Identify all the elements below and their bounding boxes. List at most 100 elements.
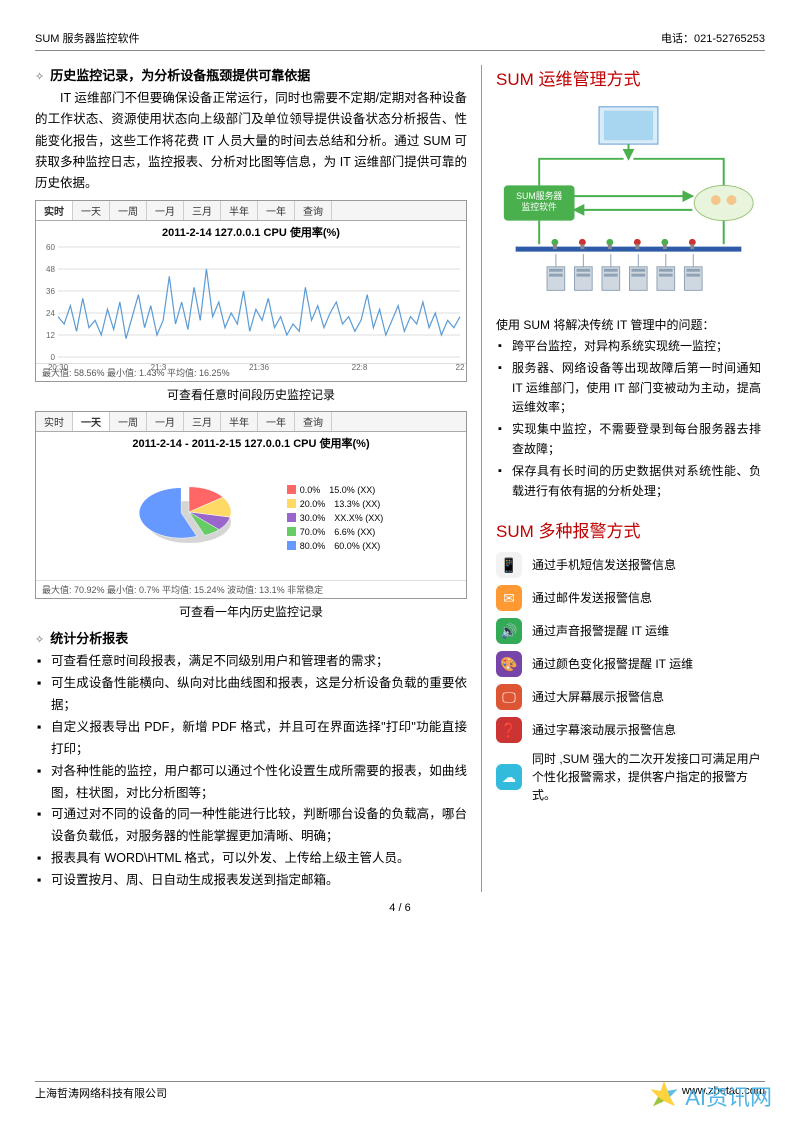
tab-一周[interactable]: 一周 <box>110 201 147 220</box>
svg-text:21:3: 21:3 <box>151 363 167 372</box>
tab-实时[interactable]: 实时 <box>36 412 73 431</box>
stat-item: 可设置按月、周、日自动生成报表发送到指定邮箱。 <box>35 870 467 892</box>
tab-三月[interactable]: 三月 <box>184 412 221 431</box>
section1-title: 历史监控记录，为分析设备瓶颈提供可靠依据 <box>50 65 310 84</box>
stat-list: 可查看任意时间段报表，满足不同级别用户和管理者的需求；可生成设备性能横向、纵向对… <box>35 651 467 892</box>
line-chart-box: 实时一天一周一月三月半年一年查询 2011-2-14 127.0.0.1 CPU… <box>35 200 467 382</box>
alarm-icon: ✉ <box>496 585 522 611</box>
line-chart-caption: 可查看任意时间段历史监控记录 <box>35 386 467 403</box>
alarm-icon: 🎨 <box>496 651 522 677</box>
problem-item: 跨平台监控，对异构系统实现统一监控； <box>498 337 761 357</box>
tab-查询[interactable]: 查询 <box>295 412 332 431</box>
watermark: AI资讯网 <box>647 1079 772 1113</box>
alarm-item: ❓ 通过字幕滚动展示报警信息 <box>496 717 761 743</box>
svg-text:12: 12 <box>46 331 55 340</box>
problem-item: 服务器、网络设备等出现故障后第一时间通知 IT 运维部门，使用 IT 部门变被动… <box>498 359 761 418</box>
svg-text:SUM服务器监控软件: SUM服务器监控软件 <box>516 190 562 212</box>
watermark-text: AI资讯网 <box>685 1080 772 1112</box>
alarm-item: ☁ 同时 ,SUM 强大的二次开发接口可满足用户个性化报警需求，提供客户指定的报警… <box>496 750 761 804</box>
alarm-text: 通过颜色变化报警提醒 IT 运维 <box>532 655 761 673</box>
architecture-diagram: SUM服务器监控软件 <box>496 100 761 305</box>
pie-chart-footer: 最大值: 70.92% 最小值: 0.7% 平均值: 15.24% 波动值: 1… <box>36 580 466 598</box>
tab-实时[interactable]: 实时 <box>36 201 73 220</box>
svg-text:48: 48 <box>46 265 55 274</box>
tab-一天[interactable]: 一天 <box>73 201 110 220</box>
watermark-icon <box>647 1079 681 1113</box>
alarm-item: 🖵 通过大屏幕展示报警信息 <box>496 684 761 710</box>
tab-半年[interactable]: 半年 <box>221 201 258 220</box>
tab-半年[interactable]: 半年 <box>221 412 258 431</box>
left-column: ✧ 历史监控记录，为分析设备瓶颈提供可靠依据 IT 运维部门不但要确保设备正常运… <box>35 65 467 892</box>
diamond-icon: ✧ <box>35 70 44 83</box>
section2-heading: ✧ 统计分析报表 <box>35 628 467 647</box>
header-left: SUM 服务器监控软件 <box>35 30 140 46</box>
alarm-item: 🔊 通过声音报警提醒 IT 运维 <box>496 618 761 644</box>
alarm-item: ✉通过邮件发送报警信息 <box>496 585 761 611</box>
stat-item: 报表具有 WORD\HTML 格式，可以外发、上传给上级主管人员。 <box>35 848 467 870</box>
diamond-icon: ✧ <box>35 633 44 646</box>
page-number: 4 / 6 <box>35 902 765 914</box>
legend-item: 20.0% 13.3% (XX) <box>287 497 384 510</box>
problem-list: 跨平台监控，对异构系统实现统一监控；服务器、网络设备等出现故障后第一时间通知 I… <box>496 337 761 501</box>
alarm-icon: ❓ <box>496 717 522 743</box>
pie-chart-box: 实时一天一周一月三月半年一年查询 2011-2-14 - 2011-2-15 1… <box>35 411 467 599</box>
alarm-icon: 🖵 <box>496 684 522 710</box>
stat-item: 自定义报表导出 PDF，新增 PDF 格式，并且可在界面选择"打印"功能直接打印… <box>35 717 467 761</box>
pie-legend: 0.0% 15.0% (XX)20.0% 13.3% (XX)30.0% XX.… <box>287 482 384 553</box>
svg-text:60: 60 <box>46 243 55 252</box>
stat-item: 可通过对不同的设备的同一种性能进行比较，判断哪台设备的负载高，哪台设备负载低，对… <box>35 804 467 848</box>
line-chart-title: 2011-2-14 127.0.0.1 CPU 使用率(%) <box>36 221 466 243</box>
alarm-icon: 📱 <box>496 552 522 578</box>
legend-item: 0.0% 15.0% (XX) <box>287 483 384 496</box>
alarm-text: 通过字幕滚动展示报警信息 <box>532 721 761 739</box>
tab-一年[interactable]: 一年 <box>258 201 295 220</box>
stat-item: 可生成设备性能横向、纵向对比曲线图和报表，这是分析设备负载的重要依据； <box>35 673 467 717</box>
stat-item: 对各种性能的监控，用户都可以通过个性化设置生成所需要的报表，如曲线图，柱状图，对… <box>35 761 467 805</box>
right-column: SUM 运维管理方式 SUM服务器监控软件 <box>481 65 761 892</box>
tab-一月[interactable]: 一月 <box>147 201 184 220</box>
chart1-tabs[interactable]: 实时一天一周一月三月半年一年查询 <box>36 201 466 221</box>
stat-item: 可查看任意时间段报表，满足不同级别用户和管理者的需求； <box>35 651 467 673</box>
header-right: 电话：021-52765253 <box>661 30 765 46</box>
tab-一天[interactable]: 一天 <box>73 412 110 431</box>
footer-left: 上海哲涛网络科技有限公司 <box>35 1085 167 1101</box>
alarm-text: 通过声音报警提醒 IT 运维 <box>532 622 761 640</box>
svg-text:20:30: 20:30 <box>48 363 69 372</box>
alarm-text: 通过手机短信发送报警信息 <box>532 556 761 574</box>
page-header: SUM 服务器监控软件 电话：021-52765253 <box>35 30 765 51</box>
alarm-text: 通过大屏幕展示报警信息 <box>532 688 761 706</box>
section1-para: IT 运维部门不但要确保设备正常运行，同时也需要不定期/定期对各种设备的工作状态… <box>35 88 467 194</box>
svg-text:22:8: 22:8 <box>352 363 368 372</box>
alarm-item: 🎨 通过颜色变化报警提醒 IT 运维 <box>496 651 761 677</box>
section1-heading: ✧ 历史监控记录，为分析设备瓶颈提供可靠依据 <box>35 65 467 84</box>
pie-chart-title: 2011-2-14 - 2011-2-15 127.0.0.1 CPU 使用率(… <box>36 432 466 454</box>
pie-chart <box>119 462 269 572</box>
problem-item: 保存具有长时间的历史数据供对系统性能、负载进行有依有据的分析处理； <box>498 462 761 502</box>
alarm-list: 📱 通过手机短信发送报警信息 ✉通过邮件发送报警信息 🔊 通过声音报警提醒 IT 运维 🎨… <box>496 552 761 804</box>
svg-text:21:36: 21:36 <box>249 363 270 372</box>
svg-text:0: 0 <box>51 353 56 362</box>
alarm-icon: 🔊 <box>496 618 522 644</box>
alarm-text: 同时 ,SUM 强大的二次开发接口可满足用户个性化报警需求，提供客户指定的报警方… <box>532 750 761 804</box>
alarm-icon: ☁ <box>496 764 522 790</box>
tab-一周[interactable]: 一周 <box>110 412 147 431</box>
tab-一月[interactable]: 一月 <box>147 412 184 431</box>
tab-三月[interactable]: 三月 <box>184 201 221 220</box>
right-heading-2: SUM 多种报警方式 <box>496 517 761 542</box>
legend-item: 30.0% XX.X% (XX) <box>287 511 384 524</box>
legend-item: 70.0% 6.6% (XX) <box>287 525 384 538</box>
svg-text:36: 36 <box>46 287 55 296</box>
tab-查询[interactable]: 查询 <box>295 201 332 220</box>
svg-text:24: 24 <box>46 309 55 318</box>
right-intro: 使用 SUM 将解决传统 IT 管理中的问题： <box>496 316 761 333</box>
right-heading-1: SUM 运维管理方式 <box>496 65 761 90</box>
pie-chart-caption: 可查看一年内历史监控记录 <box>35 603 467 620</box>
line-chart-area: 0122436486020:3021:321:3622:822 <box>58 243 460 361</box>
svg-text:22: 22 <box>456 363 465 372</box>
alarm-item: 📱 通过手机短信发送报警信息 <box>496 552 761 578</box>
problem-item: 实现集中监控，不需要登录到每台服务器去排查故障； <box>498 420 761 460</box>
chart2-tabs[interactable]: 实时一天一周一月三月半年一年查询 <box>36 412 466 432</box>
legend-item: 80.0% 60.0% (XX) <box>287 539 384 552</box>
tab-一年[interactable]: 一年 <box>258 412 295 431</box>
section2-title: 统计分析报表 <box>50 628 128 647</box>
